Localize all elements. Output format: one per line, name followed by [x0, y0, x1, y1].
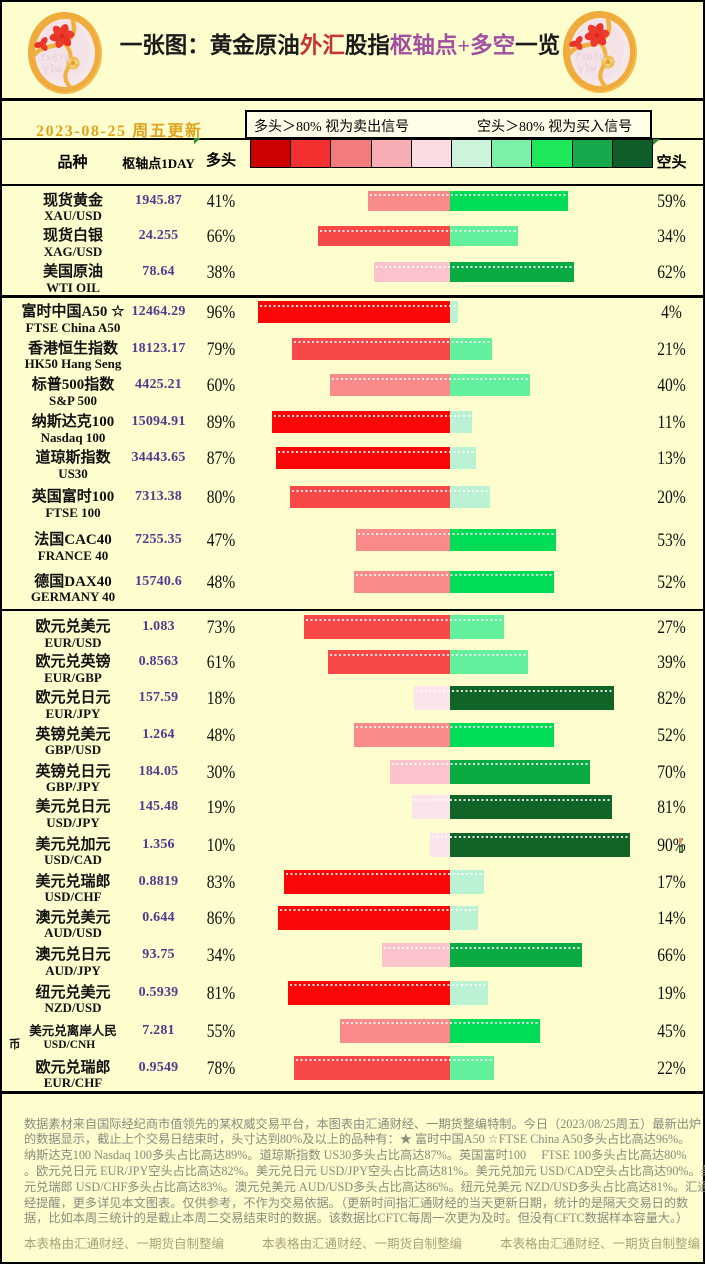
svg-text:ylw: ylw — [578, 63, 596, 75]
svg-text:ylw: ylw — [43, 64, 61, 76]
svg-text:fx678: fx678 — [575, 52, 605, 64]
svg-text:fx678: fx678 — [40, 53, 70, 65]
